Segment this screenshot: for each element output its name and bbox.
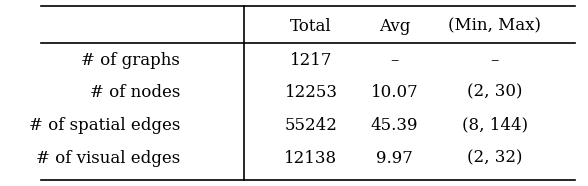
Text: 10.07: 10.07 — [370, 84, 418, 101]
Text: –: – — [490, 52, 499, 69]
Text: 12138: 12138 — [285, 150, 338, 166]
Text: 9.97: 9.97 — [376, 150, 413, 166]
Text: 55242: 55242 — [285, 117, 338, 134]
Text: # of nodes: # of nodes — [90, 84, 180, 101]
Text: # of spatial edges: # of spatial edges — [29, 117, 180, 134]
Text: 12253: 12253 — [285, 84, 338, 101]
Text: (2, 30): (2, 30) — [467, 84, 523, 101]
Text: –: – — [390, 52, 399, 69]
Text: (8, 144): (8, 144) — [462, 117, 528, 134]
Text: # of visual edges: # of visual edges — [36, 150, 180, 166]
Text: (2, 32): (2, 32) — [467, 150, 523, 166]
Text: (Min, Max): (Min, Max) — [448, 18, 541, 35]
Text: Total: Total — [290, 18, 332, 35]
Text: # of graphs: # of graphs — [81, 52, 180, 69]
Text: Avg: Avg — [379, 18, 410, 35]
Text: 1217: 1217 — [290, 52, 332, 69]
Text: 45.39: 45.39 — [371, 117, 418, 134]
